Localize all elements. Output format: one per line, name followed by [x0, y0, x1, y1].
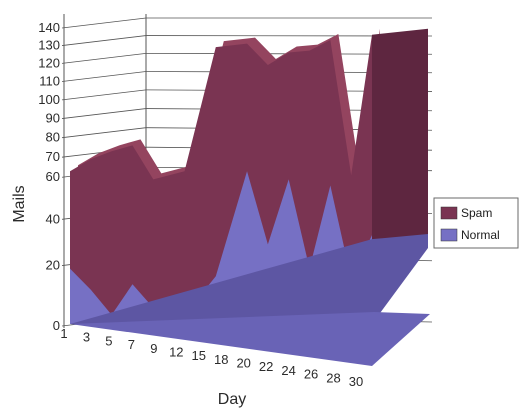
y-tick-label: 90	[46, 111, 60, 126]
legend-label-normal: Normal	[461, 228, 500, 242]
y-tick-label: 60	[46, 169, 60, 184]
y-tick-label: 100	[38, 92, 60, 107]
x-tick-labels: 1 3 5 7 9 12 15 18 20 22 24 26 28 30	[60, 326, 363, 389]
y-tick-label: 0	[53, 318, 60, 333]
y-tick-label: 120	[38, 55, 60, 70]
x-tick-label: 5	[105, 333, 112, 348]
x-tick-label: 26	[304, 367, 318, 382]
x-tick-label: 24	[281, 363, 295, 378]
legend-swatch-spam	[440, 206, 458, 220]
x-tick-label: 20	[236, 356, 250, 371]
x-tick-label: 12	[169, 344, 183, 359]
y-tick-label: 140	[38, 20, 60, 35]
x-tick-label: 28	[326, 370, 340, 385]
gridline-left	[61, 89, 147, 101]
x-tick-label: 7	[128, 337, 135, 352]
gridline-left	[61, 108, 147, 119]
x-tick-label: 3	[83, 330, 90, 345]
gridline-left	[61, 127, 147, 139]
gridline-left	[61, 52, 147, 64]
gridline-left	[61, 17, 147, 29]
x-tick-label: 30	[349, 374, 363, 389]
legend-label-spam: Spam	[461, 206, 492, 220]
y-axis-title: Mails	[11, 185, 28, 222]
y-tick-label: 80	[46, 130, 60, 145]
y-tick-label: 40	[46, 211, 60, 226]
y-tick-labels: 0 20 40 60 70 80 90 100 110 120 130 140	[38, 20, 60, 333]
legend-swatch-normal	[440, 228, 458, 242]
y-tick-label: 130	[38, 38, 60, 53]
y-tick-label: 70	[46, 149, 60, 164]
gridline-left	[61, 71, 147, 82]
floor-front-face	[70, 312, 430, 366]
y-tick-label: 20	[46, 258, 60, 273]
x-tick-label: 1	[60, 326, 67, 341]
x-tick-label: 15	[192, 348, 206, 363]
gridline-left	[61, 35, 147, 46]
normal-side-face	[70, 234, 428, 324]
series-layer	[70, 28, 430, 366]
x-tick-label: 18	[214, 352, 228, 367]
x-tick-label: 9	[150, 341, 157, 356]
y-tick-label: 110	[39, 73, 60, 88]
x-axis-title: Day	[218, 391, 246, 408]
x-tick-label: 22	[259, 359, 273, 374]
legend: Spam Normal	[433, 197, 519, 249]
